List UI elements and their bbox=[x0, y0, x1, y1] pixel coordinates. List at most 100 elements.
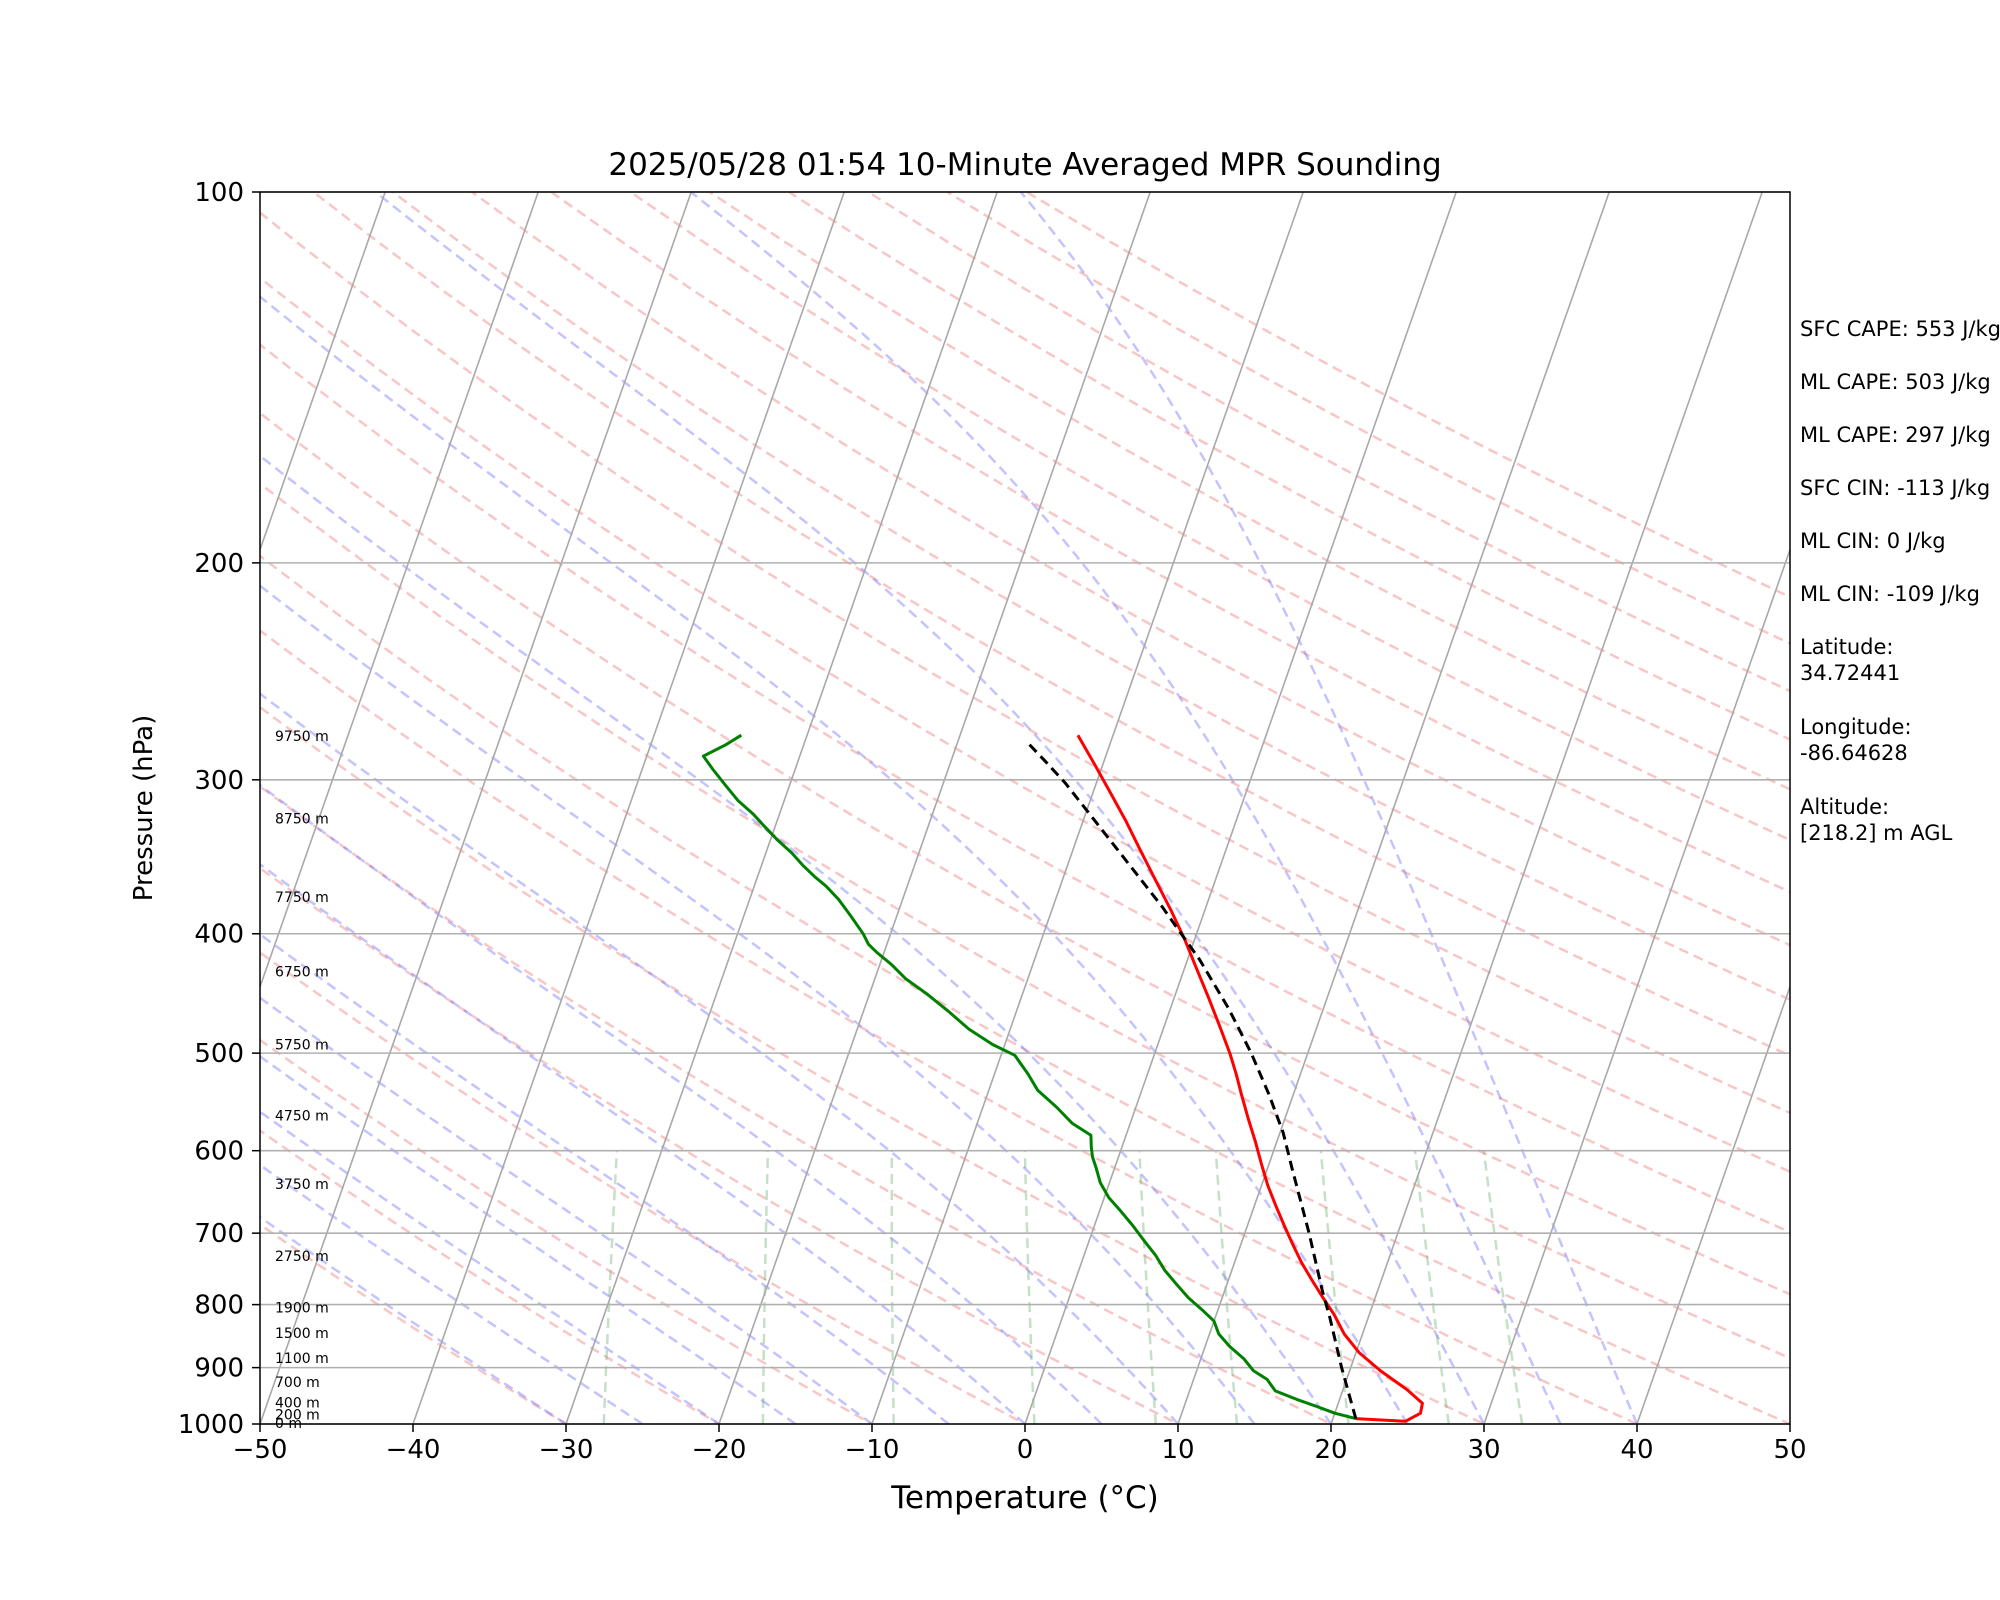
altitude-label: Altitude: bbox=[1800, 795, 1890, 819]
dry-adiabat bbox=[260, 1223, 569, 1424]
x-tick-label: 30 bbox=[1467, 1435, 1500, 1465]
ml-cape-1: ML CAPE: 503 J/kg bbox=[1800, 370, 1991, 394]
y-tick-label: 900 bbox=[194, 1354, 244, 1384]
x-tick-label: 10 bbox=[1161, 1435, 1194, 1465]
dry-adiabat bbox=[260, 1128, 722, 1424]
mixing-ratio-line bbox=[890, 1150, 895, 1424]
x-tick-label: −20 bbox=[692, 1435, 747, 1465]
moist-adiabat bbox=[1019, 192, 1639, 1424]
dry-adiabat bbox=[260, 784, 1334, 1424]
profile-line-2 bbox=[701, 733, 1357, 1421]
isotherm bbox=[718, 192, 1151, 1424]
profile-line-1 bbox=[1076, 734, 1424, 1423]
isotherm bbox=[1024, 192, 1457, 1424]
x-tick-label: 50 bbox=[1773, 1435, 1806, 1465]
height-label: 400 m bbox=[275, 1395, 320, 1411]
x-tick-label: −40 bbox=[386, 1435, 441, 1465]
y-tick-label: 800 bbox=[194, 1291, 244, 1321]
longitude-label: Longitude: bbox=[1800, 715, 1912, 739]
height-label: 9750 m bbox=[275, 729, 329, 745]
dry-adiabat bbox=[312, 192, 1790, 1057]
moist-adiabat bbox=[690, 192, 1562, 1424]
isotherm bbox=[1483, 547, 1790, 1424]
isotherm bbox=[565, 192, 998, 1424]
height-label: 4750 m bbox=[275, 1109, 329, 1125]
height-label: 1900 m bbox=[275, 1301, 329, 1317]
moist-adiabat bbox=[260, 996, 873, 1424]
sounding-stats-panel: SFC CAPE: 553 J/kg ML CAPE: 503 J/kg ML … bbox=[1800, 316, 2000, 874]
dry-adiabat bbox=[260, 628, 1641, 1424]
dry-adiabat bbox=[550, 192, 1790, 894]
ml-cin-1: ML CIN: 0 J/kg bbox=[1800, 529, 1946, 553]
dry-adiabat bbox=[260, 481, 1790, 1360]
longitude-value: -86.64628 bbox=[1800, 741, 1908, 765]
y-tick-label: 400 bbox=[194, 920, 244, 950]
height-label: 1500 m bbox=[275, 1326, 329, 1342]
dry-adiabat bbox=[260, 866, 1181, 1424]
longitude-block: Longitude: -86.64628 bbox=[1800, 714, 2000, 794]
x-tick-label: −30 bbox=[539, 1435, 594, 1465]
x-tick-label: −10 bbox=[845, 1435, 900, 1465]
x-tick-label: 0 bbox=[1017, 1435, 1034, 1465]
mixing-ratio-line bbox=[1482, 1150, 1524, 1424]
altitude-value: [218.2] m AGL bbox=[1800, 821, 1953, 845]
x-tick-label: −50 bbox=[233, 1435, 288, 1465]
height-label: 6750 m bbox=[275, 964, 329, 980]
isotherm bbox=[260, 192, 386, 553]
mixing-ratio-line bbox=[602, 1150, 619, 1424]
height-label: 7750 m bbox=[275, 890, 329, 906]
dry-adiabat bbox=[709, 192, 1790, 791]
y-axis-label: Pressure (hPa) bbox=[129, 715, 159, 902]
isotherm bbox=[871, 192, 1304, 1424]
sfc-cin: SFC CIN: -113 J/kg bbox=[1800, 476, 1991, 500]
moist-adiabat bbox=[260, 295, 1409, 1424]
isotherm bbox=[260, 192, 539, 990]
dry-adiabat bbox=[260, 211, 1790, 1115]
sfc-cape: SFC CAPE: 553 J/kg bbox=[1800, 317, 2000, 341]
dry-adiabat bbox=[260, 276, 1790, 1174]
moist-adiabat bbox=[260, 932, 950, 1424]
dry-adiabat bbox=[471, 192, 1790, 947]
height-label: 5750 m bbox=[275, 1038, 329, 1054]
y-tick-label: 600 bbox=[194, 1137, 244, 1167]
latitude-label: Latitude: bbox=[1800, 635, 1894, 659]
isotherm bbox=[412, 192, 845, 1424]
mixing-ratio-line bbox=[1023, 1150, 1036, 1424]
x-axis-label: Temperature (°C) bbox=[890, 1480, 1159, 1516]
dry-adiabat bbox=[391, 192, 1790, 1002]
y-axis-ticks: 100 200 300 400 500 600 700 800 900 1000 bbox=[178, 178, 260, 1440]
x-tick-label: 40 bbox=[1620, 1435, 1653, 1465]
height-label: 200 m bbox=[275, 1407, 320, 1423]
y-tick-label: 700 bbox=[194, 1219, 244, 1249]
height-label: 0 m bbox=[275, 1416, 302, 1432]
ml-cape-2: ML CAPE: 297 J/kg bbox=[1800, 423, 1991, 447]
isotherm bbox=[1330, 192, 1763, 1424]
y-tick-label: 500 bbox=[194, 1039, 244, 1069]
height-label: 700 m bbox=[275, 1375, 320, 1391]
dry-adiabat bbox=[260, 705, 1487, 1424]
isotherm bbox=[260, 192, 692, 1424]
latitude-value: 34.72441 bbox=[1800, 661, 1901, 685]
y-tick-label: 300 bbox=[194, 766, 244, 796]
moist-adiabat bbox=[260, 692, 1179, 1424]
y-tick-label: 200 bbox=[194, 549, 244, 579]
height-label: 1100 m bbox=[275, 1351, 329, 1367]
moist-adiabat bbox=[260, 1054, 797, 1424]
y-tick-label: 1000 bbox=[178, 1410, 244, 1440]
ml-cin-2: ML CIN: -109 J/kg bbox=[1800, 582, 1980, 606]
isotherm bbox=[1177, 192, 1610, 1424]
moist-adiabat bbox=[260, 454, 1333, 1424]
dry-adiabat bbox=[788, 192, 1790, 741]
dry-adiabat bbox=[260, 343, 1790, 1234]
x-tick-label: 20 bbox=[1314, 1435, 1347, 1465]
dry-adiabat bbox=[260, 554, 1790, 1424]
height-label: 3750 m bbox=[275, 1177, 329, 1193]
y-tick-label: 100 bbox=[194, 178, 244, 208]
height-label: 2750 m bbox=[275, 1249, 329, 1265]
isotherm bbox=[0, 192, 79, 1424]
height-label: 8750 m bbox=[275, 811, 329, 827]
moist-adiabat bbox=[374, 192, 1486, 1424]
profile-line-3 bbox=[1026, 741, 1358, 1420]
